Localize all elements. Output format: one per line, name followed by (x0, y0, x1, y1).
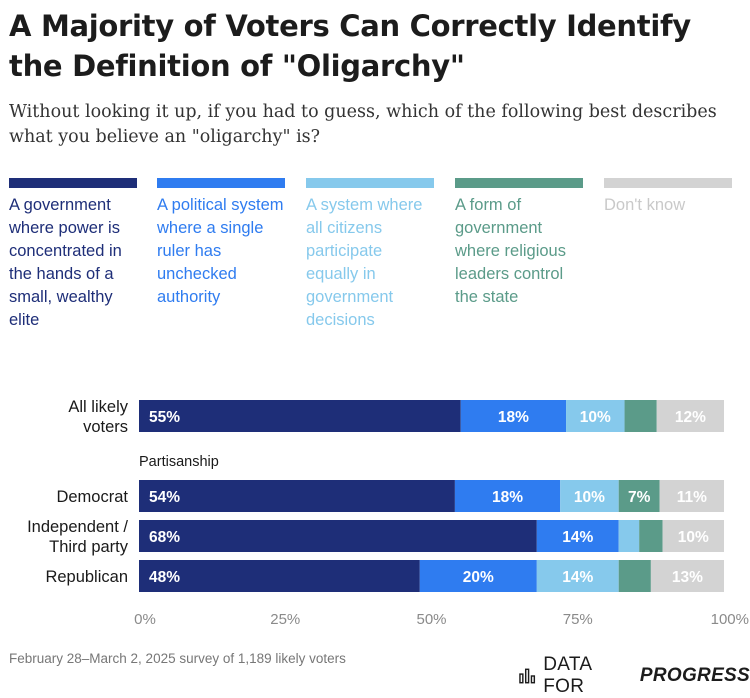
legend-swatch (9, 178, 137, 188)
data-label: 20% (463, 569, 494, 586)
bar-segment (536, 520, 619, 552)
bar-segment (454, 480, 561, 512)
data-label: 18% (498, 409, 529, 426)
category-label: Republican (45, 568, 128, 586)
logo-text: DATA FOR (543, 654, 592, 697)
bar-segment (560, 480, 619, 512)
data-for-progress-logo: DATA FOR PROGRESS (519, 654, 750, 698)
category-label: Independent / Third party (27, 518, 129, 556)
bar-segment (139, 560, 420, 592)
group-label: Partisanship (139, 454, 219, 470)
legend-item-religious: A form of government where religious lea… (455, 178, 583, 309)
category-label: Democrat (56, 488, 128, 506)
legend-label: A form of government where religious lea… (455, 196, 566, 306)
legend-label: A system where all citizens participate … (306, 196, 423, 329)
bar-segment (618, 480, 660, 512)
data-label: 10% (574, 489, 605, 506)
data-label: 12% (675, 409, 706, 426)
x-tick-label: 100% (711, 611, 749, 628)
data-label: 54% (149, 489, 180, 506)
data-label: 10% (678, 529, 709, 546)
legend-label: A government where power is concentrated… (9, 196, 122, 329)
legend-swatch (306, 178, 434, 188)
legend-item-elite: A government where power is concentrated… (9, 178, 137, 332)
data-label: 13% (672, 569, 703, 586)
logo-text-bold: PROGRESS (639, 665, 750, 686)
x-tick-label: 50% (416, 611, 446, 628)
legend-item-all-citizens: A system where all citizens participate … (306, 178, 434, 332)
x-tick-label: 0% (134, 611, 156, 628)
x-tick-label: 25% (270, 611, 300, 628)
legend-swatch (455, 178, 583, 188)
data-label: 68% (149, 529, 180, 546)
bar-segment (624, 400, 657, 432)
legend-swatch (157, 178, 285, 188)
legend-item-dont-know: Don't know (604, 178, 732, 217)
bar-segment (536, 560, 619, 592)
data-label: 14% (562, 529, 593, 546)
data-label: 55% (149, 409, 180, 426)
data-label: 18% (492, 489, 523, 506)
bar-segment (650, 560, 724, 592)
bar-segment (460, 400, 567, 432)
legend: A government where power is concentrated… (9, 178, 749, 358)
x-tick-label: 75% (563, 611, 593, 628)
legend-swatch (604, 178, 732, 188)
bar-segment (566, 400, 625, 432)
bar-segment (656, 400, 724, 432)
category-label: All likely voters (68, 398, 128, 436)
bar-segment (662, 520, 724, 552)
bar-chart-icon (519, 668, 536, 684)
legend-label: Don't know (604, 196, 686, 214)
legend-label: A political system where a single ruler … (157, 196, 284, 306)
bar-segment (618, 560, 651, 592)
data-label: 7% (628, 489, 651, 506)
survey-note: February 28–March 2, 2025 survey of 1,18… (9, 651, 346, 666)
bar-segment (618, 520, 640, 552)
stacked-bar-chart: Partisanship All likely voters 55% 18% 10% 12%… (27, 398, 749, 628)
bar-segment (139, 520, 537, 552)
bar-segment (139, 480, 455, 512)
chart-subtitle: Without looking it up, if you had to gue… (9, 102, 717, 147)
data-label: 14% (562, 569, 593, 586)
bar-segment (419, 560, 537, 592)
chart-title: A Majority of Voters Can Correctly Ident… (9, 9, 691, 83)
data-label: 11% (677, 489, 707, 506)
bar-segment (639, 520, 663, 552)
data-label: 10% (580, 409, 611, 426)
bar-segment (139, 400, 461, 432)
bar-segment (659, 480, 724, 512)
data-label: 48% (149, 569, 180, 586)
legend-item-single-ruler: A political system where a single ruler … (157, 178, 285, 309)
